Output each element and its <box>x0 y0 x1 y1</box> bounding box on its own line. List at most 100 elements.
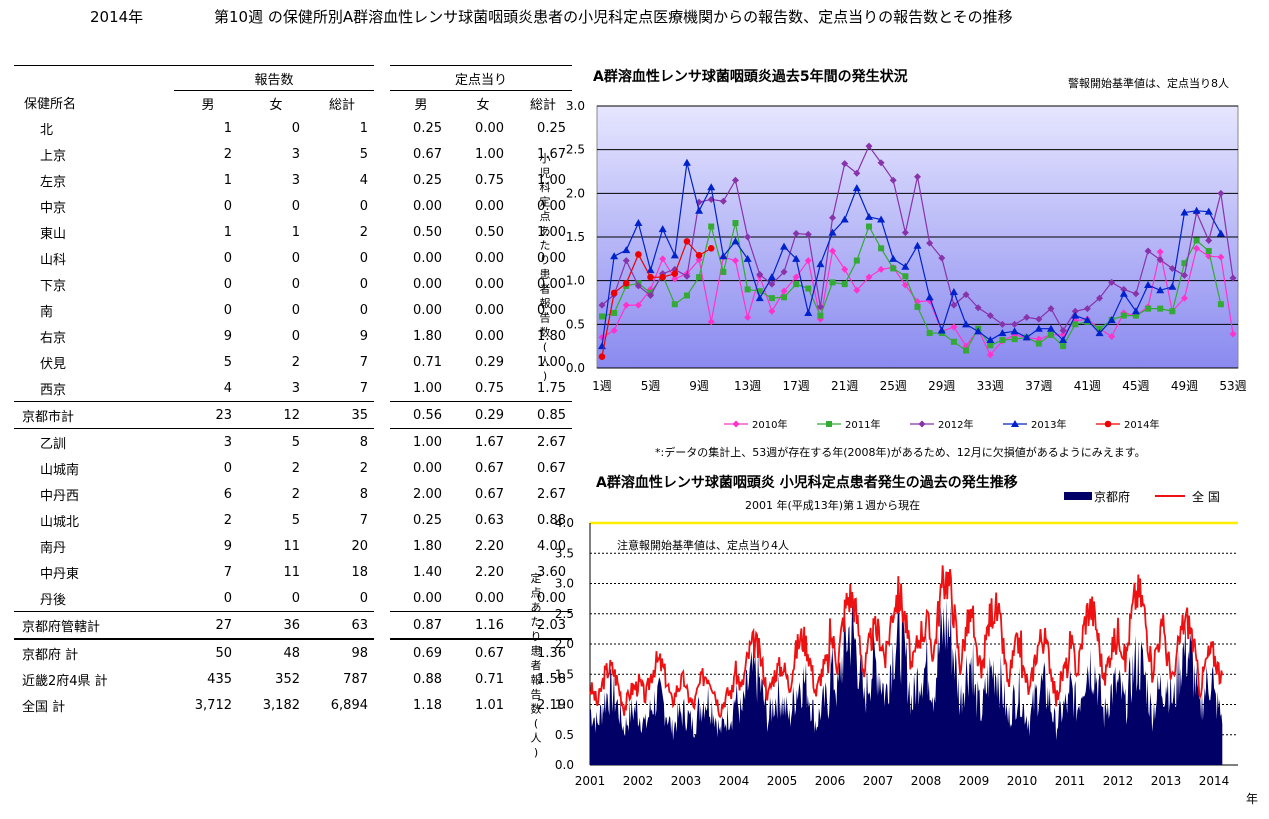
chart2-xtick: 2008 <box>911 774 942 788</box>
spacer <box>374 271 390 297</box>
chart1-point <box>647 289 654 296</box>
row-value: 0.00 <box>537 276 566 292</box>
row-value: 3.60 <box>537 564 566 580</box>
chart1-point <box>914 303 921 310</box>
chart1-point <box>1144 281 1153 289</box>
chart1-point <box>780 242 789 250</box>
row-value: 4 <box>359 172 368 188</box>
chart1-point <box>647 285 655 293</box>
chart1-point <box>950 323 958 331</box>
row-value: 2.19 <box>537 697 566 713</box>
chart1-point <box>841 160 849 168</box>
chart1-point <box>767 273 776 281</box>
report-table: 報告数 定点当り 保健所名男女総計男女総計北 1 0 1 0.25 0.00 0.25 上京 2 3 5… <box>14 65 572 718</box>
row-value: 5 <box>291 512 300 528</box>
chart1-point <box>1071 307 1079 315</box>
spacer <box>374 115 390 141</box>
spacer <box>374 193 390 219</box>
chart1-point <box>1096 294 1104 302</box>
row-value: 0.71 <box>413 354 442 370</box>
row-name: 下京 <box>40 278 67 294</box>
row-value: 1.67 <box>537 146 566 162</box>
row-value: 2.00 <box>413 486 442 502</box>
chart1-point <box>1144 303 1152 311</box>
spacer <box>374 297 390 323</box>
chart2-xtick: 2014 <box>1199 774 1230 788</box>
chart1-point <box>780 268 788 276</box>
chart1-point <box>986 351 994 359</box>
chart1-point <box>598 342 606 350</box>
chart1-point <box>695 206 704 214</box>
header-col: 男 <box>414 97 428 113</box>
row-value: 36 <box>242 611 310 639</box>
chart1-point <box>829 214 837 222</box>
chart1-legend-marker <box>732 420 740 428</box>
chart1-xtick: 17週 <box>783 379 810 393</box>
row-name: 南 <box>40 304 54 320</box>
chart1-point <box>914 298 921 306</box>
chart1-point <box>792 273 800 281</box>
chart1-point <box>1047 331 1054 338</box>
chart1-point <box>1192 206 1201 214</box>
row-value: 4.00 <box>537 538 566 554</box>
header-name: 保健所名 <box>24 97 77 113</box>
row-value: 0.00 <box>413 198 442 214</box>
chart1-point <box>634 282 642 290</box>
chart1-point <box>732 220 739 227</box>
row-value: 0.29 <box>475 354 504 370</box>
chart1-point <box>731 176 739 184</box>
chart1-point <box>1047 305 1055 313</box>
chart1-point <box>1023 334 1030 341</box>
chart1-point <box>780 287 788 295</box>
row-value: 0.67 <box>413 146 442 162</box>
chart1-point <box>792 230 800 238</box>
row-value: 0.67 <box>475 460 504 476</box>
table-row: 京都府 計 50 48 98 0.69 0.67 1.36 <box>14 638 572 666</box>
chart1-point <box>914 173 921 181</box>
row-value: 1.75 <box>537 380 566 396</box>
chart1-footnote: *:データの集計上、53週が存在する年(2008年)があるため、12月に欠損値が… <box>655 446 1146 459</box>
spacer <box>374 692 390 718</box>
row-value: 0.63 <box>475 512 504 528</box>
row-value: 9 <box>223 328 232 344</box>
chart1-point <box>1083 315 1091 323</box>
chart1-point <box>744 286 751 293</box>
row-value: 23 <box>174 401 242 429</box>
chart1-xtick: 33週 <box>977 379 1004 393</box>
chart1-point <box>1193 244 1201 252</box>
chart1-point <box>1083 305 1091 313</box>
row-value: 3 <box>291 146 300 162</box>
row-value: 2 <box>291 354 300 370</box>
spacer <box>374 507 390 533</box>
chart1-legend-marker <box>1011 420 1019 427</box>
table-row: 南丹 9 11 20 1.80 2.20 4.00 <box>14 533 572 559</box>
row-value: 3 <box>291 172 300 188</box>
chart1-point <box>671 270 679 277</box>
chart2-title: A群溶血性レンサ球菌咽頭炎 小児科定点患者発生の過去の発生推移 <box>596 475 1018 491</box>
row-value: 0.00 <box>475 328 504 344</box>
chart1-point <box>622 257 630 265</box>
row-value: 2 <box>359 460 368 476</box>
chart1-legend-label: 2012年 <box>938 418 973 431</box>
chart1-point <box>901 281 909 289</box>
chart1-xtick: 29週 <box>928 379 955 393</box>
row-value: 0.00 <box>475 590 504 606</box>
chart1-point <box>901 229 909 237</box>
chart1-point <box>720 268 727 275</box>
row-value: 2 <box>223 146 232 162</box>
chart1-point <box>1120 312 1127 319</box>
row-value: 48 <box>242 638 310 666</box>
chart1-point <box>1084 318 1091 325</box>
row-value: 0 <box>291 302 300 318</box>
chart1-point <box>1132 312 1139 319</box>
chart1-point <box>974 326 982 334</box>
chart1-point <box>1120 285 1128 293</box>
chart2-x-unit: 年 <box>1246 792 1259 806</box>
row-value: 0 <box>223 302 232 318</box>
chart2-xtick: 2005 <box>767 774 798 788</box>
row-value: 0.00 <box>413 590 442 606</box>
chart1-point <box>1217 253 1225 261</box>
row-value: 0.00 <box>475 302 504 318</box>
chart1-point <box>962 291 970 299</box>
chart2-xtick: 2013 <box>1151 774 1182 788</box>
